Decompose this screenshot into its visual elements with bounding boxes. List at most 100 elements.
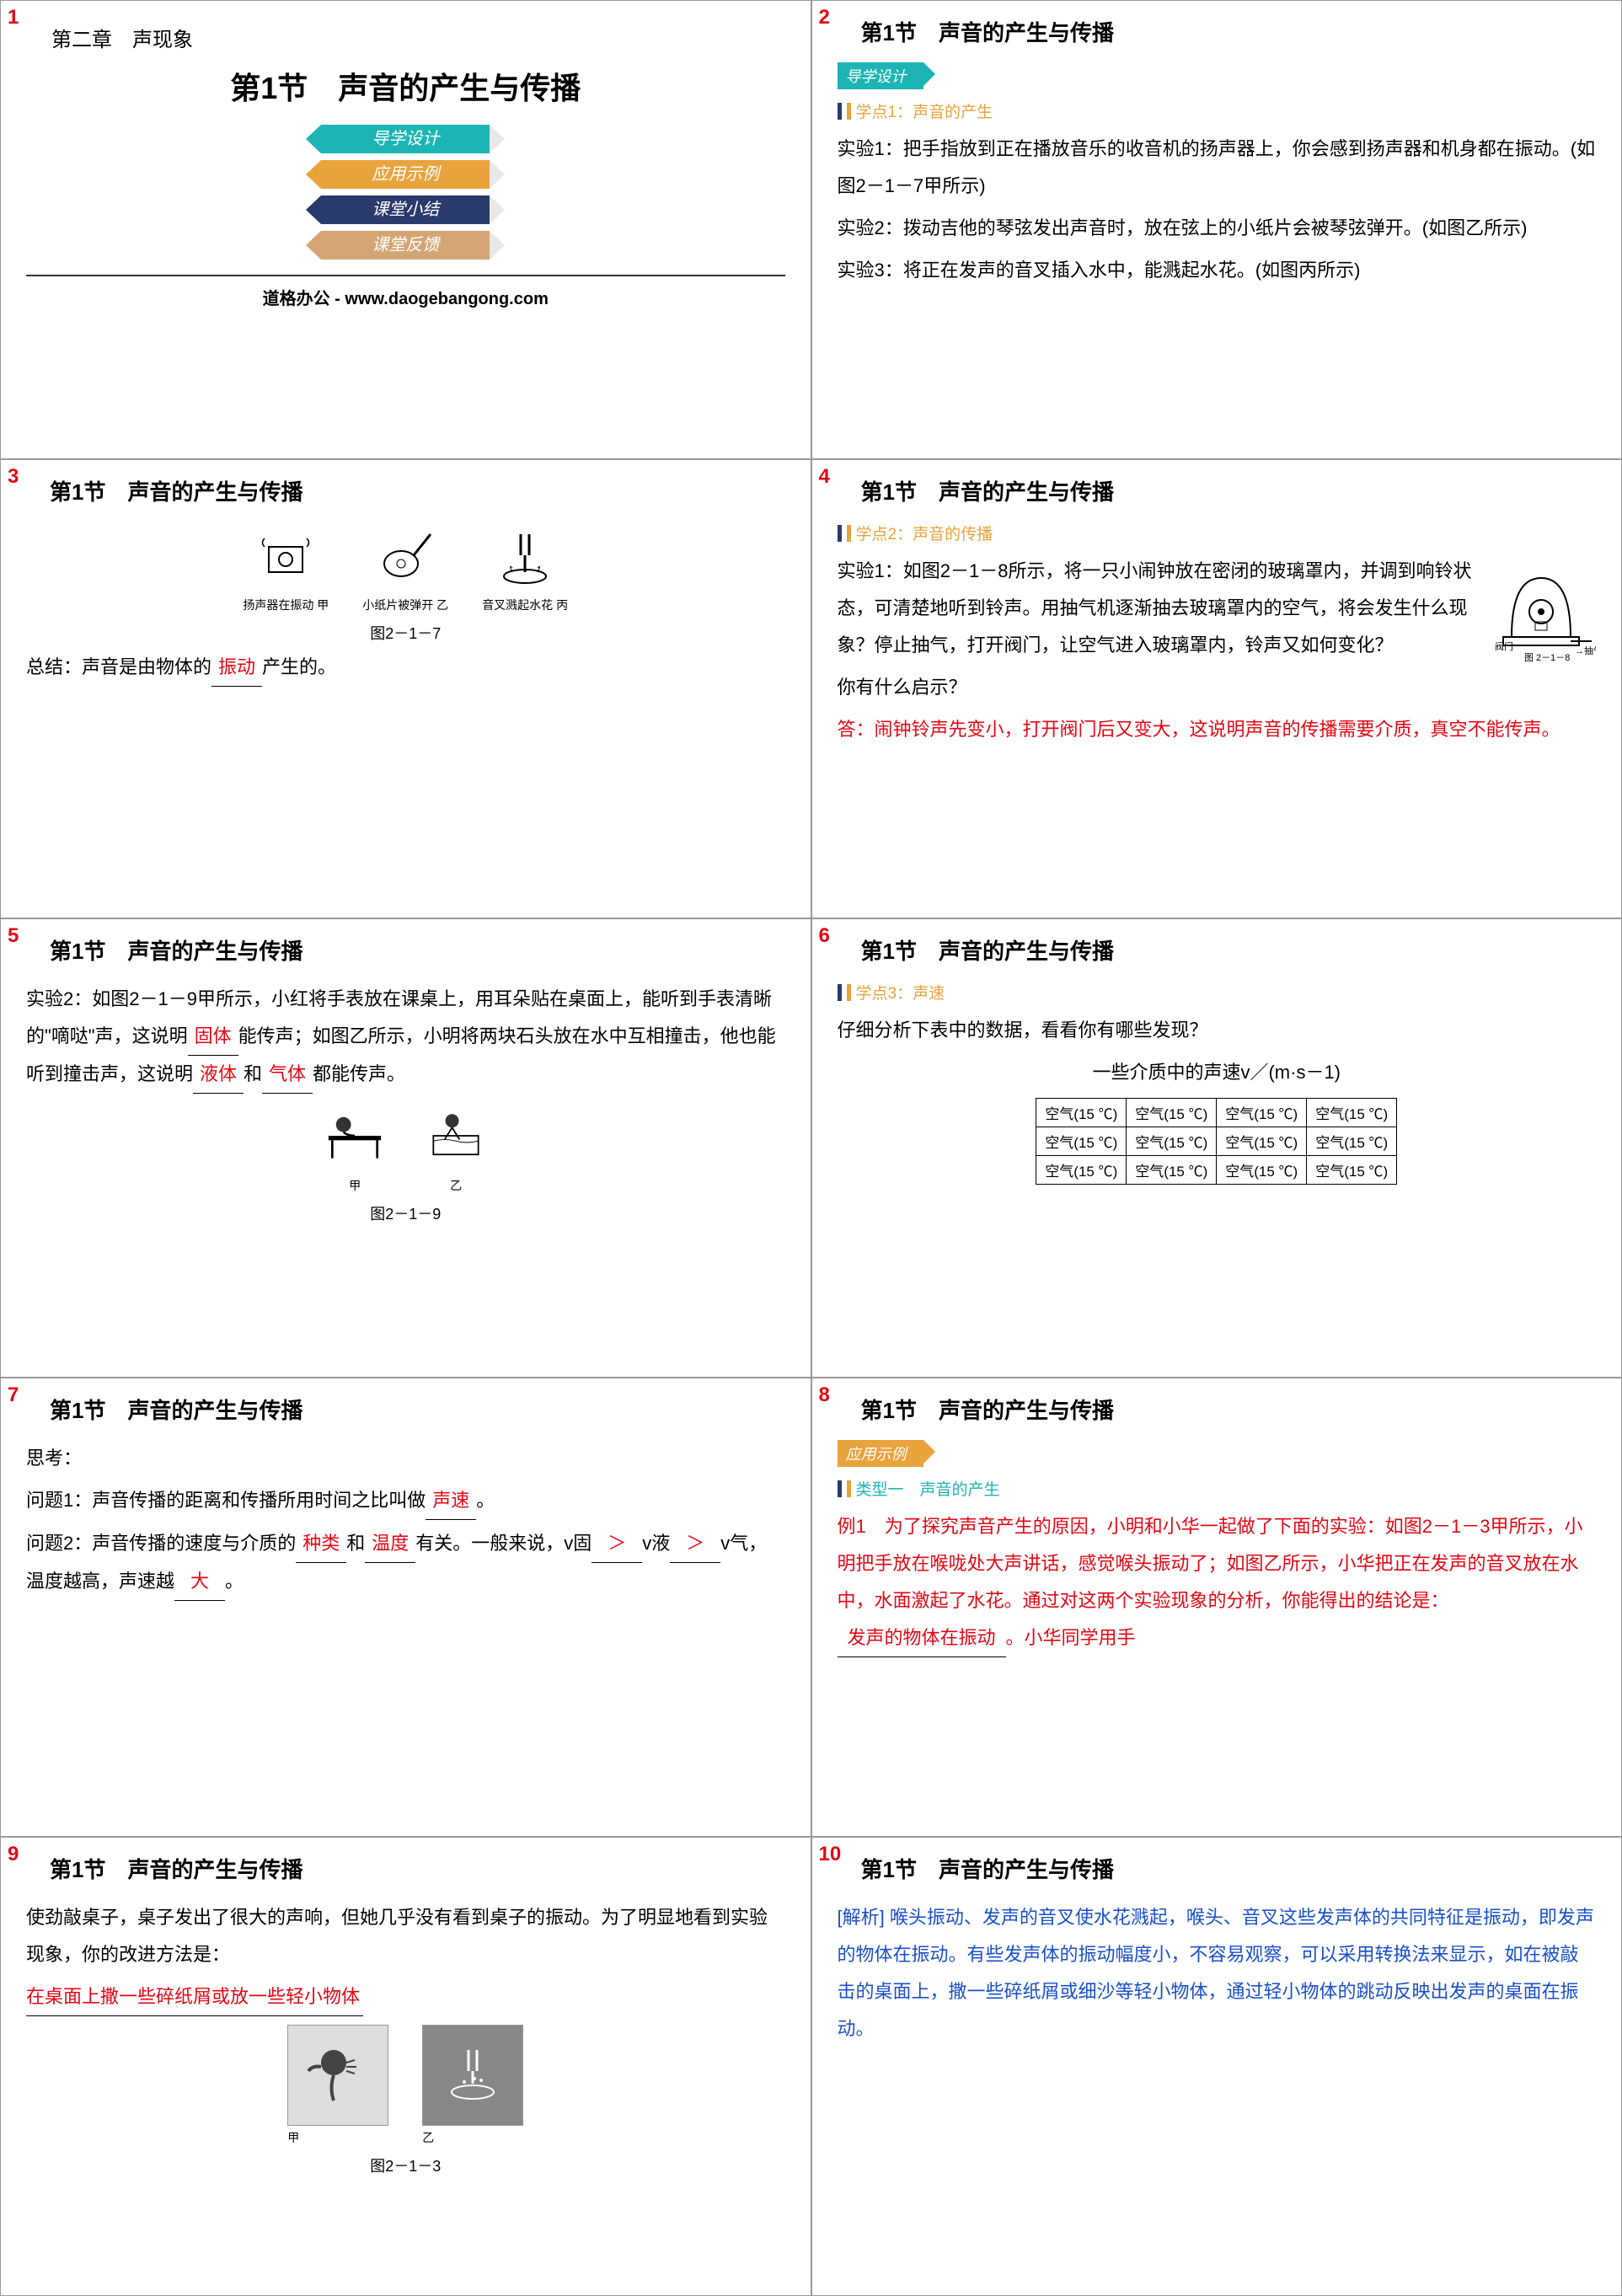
s5-cap-l: 甲 <box>321 1177 388 1194</box>
s4-answer: 答：闹钟铃声先变小，打开阀门后又变大，这说明声音的传播需要介质，真空不能传声。 <box>838 711 1597 748</box>
tag-guide: 导学设计 <box>321 125 490 153</box>
s5-a3: 气体 <box>262 1056 313 1094</box>
slide-number: 9 <box>8 1843 19 1866</box>
a4: ＞ <box>592 1525 642 1563</box>
learn-point-1: 学点1：声音的产生 <box>838 99 1597 122</box>
icon-cap-2: 小纸片被弹开 乙 <box>362 597 448 613</box>
s8-example: 例1 为了探究声音产生的原因，小明和小华一起做了下面的实验：如图2－1－3甲所示… <box>838 1508 1597 1657</box>
slide-number: 4 <box>819 465 830 489</box>
table-cell: 空气(15 ℃) <box>1307 1156 1397 1185</box>
section-title: 第1节 声音的产生与传播 <box>50 475 785 506</box>
water-rocks-icon <box>422 1102 490 1169</box>
q2c: v液 <box>642 1533 670 1554</box>
s9-p1: 使劲敲桌子，桌子发出了很大的声响，但她几乎没有看到桌子的振动。为了明显地看到实验… <box>26 1899 785 1973</box>
fork-water-image-placeholder <box>422 2025 523 2126</box>
desk-listen-icon <box>321 1102 388 1169</box>
a1: 声速 <box>426 1482 476 1520</box>
icon-speaker: 扬声器在振动 甲 <box>243 522 329 613</box>
tag-bar: 导学设计 应用示例 课堂小结 课堂反馈 <box>26 125 785 260</box>
summary-answer: 振动 <box>211 649 262 687</box>
a5: ＞ <box>670 1525 720 1563</box>
exp2-text: 实验2：拨动吉他的琴弦发出声音时，放在弦上的小纸片会被琴弦弹开。(如图乙所示) <box>838 210 1597 247</box>
s7-q1: 问题1：声音传播的距离和传播所用时间之比叫做声速。 <box>26 1482 785 1520</box>
fork-water-icon <box>439 2042 506 2109</box>
section-title: 第1节 声音的产生与传播 <box>50 934 785 966</box>
table-cell: 空气(15 ℃) <box>1127 1099 1217 1127</box>
slide-number: 8 <box>819 1383 830 1407</box>
table-cell: 空气(15 ℃) <box>1217 1127 1307 1156</box>
summary-pre: 总结：声音是由物体的 <box>26 656 211 677</box>
s8-p1: 例1 为了探究声音产生的原因，小明和小华一起做了下面的实验：如图2－1－3甲所示… <box>838 1516 1583 1611</box>
icon-fork: 音叉溅起水花 丙 <box>482 522 568 613</box>
table-row: 空气(15 ℃)空气(15 ℃)空气(15 ℃)空气(15 ℃) <box>1036 1127 1397 1156</box>
s4-p1: 实验1：如图2－1－8所示，将一只小闹钟放在密闭的玻璃罩内，并调到响铃状态，可清… <box>838 553 1597 664</box>
exp1-text: 实验1：把手指放到正在播放音乐的收音机的扬声器上，你会感到扬声器和机身都在振动。… <box>838 131 1597 205</box>
s5-text: 实验2：如图2－1－9甲所示，小红将手表放在课桌上，用耳朵贴在桌面上，能听到手表… <box>26 981 785 1094</box>
fig-2-1-7: 图2－1－7 <box>26 622 785 644</box>
section-title: 第1节 声音的产生与传播 <box>861 934 1597 966</box>
s5-a2: 液体 <box>193 1056 244 1094</box>
tag-summary: 课堂小结 <box>321 195 490 224</box>
slide-2: 2 第1节 声音的产生与传播 导学设计 学点1：声音的产生 实验1：把手指放到正… <box>811 0 1622 459</box>
slide-5: 5 第1节 声音的产生与传播 实验2：如图2－1－9甲所示，小红将手表放在课桌上… <box>0 918 811 1378</box>
table-cell: 空气(15 ℃) <box>1036 1127 1127 1156</box>
q2b: 有关。一般来说，v固 <box>415 1533 592 1554</box>
speed-table: 空气(15 ℃)空气(15 ℃)空气(15 ℃)空气(15 ℃) 空气(15 ℃… <box>1036 1098 1397 1185</box>
footer-link: 道格办公 - www.daogebangong.com <box>26 275 785 309</box>
speaker-icon <box>252 522 319 589</box>
q1b: 。 <box>476 1490 495 1511</box>
slide-number: 1 <box>8 6 19 29</box>
pump-label: →抽气 <box>1575 645 1596 656</box>
learn-point-text: 学点3：声速 <box>856 981 945 1003</box>
table-cell: 空气(15 ℃) <box>1217 1156 1307 1185</box>
s5-icons: 甲 乙 <box>26 1102 785 1194</box>
q2e: 。 <box>225 1571 244 1592</box>
slide-number: 7 <box>8 1383 19 1407</box>
q1a: 问题1：声音传播的距离和传播所用时间之比叫做 <box>26 1490 426 1511</box>
q2a: 问题2：声音传播的速度与介质的 <box>26 1533 296 1554</box>
table-row: 空气(15 ℃)空气(15 ℃)空气(15 ℃)空气(15 ℃) <box>1036 1156 1397 1185</box>
slide-number: 6 <box>819 924 830 948</box>
section-title: 第1节 声音的产生与传播 <box>861 1394 1597 1425</box>
learn-point-text: 学点2：声音的传播 <box>856 522 993 544</box>
fig-2-1-9: 图2－1－9 <box>26 1202 785 1224</box>
s4-p2: 你有什么启示？ <box>838 669 1597 706</box>
icon-guitar: 小纸片被弹开 乙 <box>362 522 448 613</box>
tag-guide-small: 导学设计 <box>838 62 923 89</box>
learn-point-text: 学点1：声音的产生 <box>856 99 993 122</box>
throat-icon <box>304 2042 372 2109</box>
learn-point-2: 学点2：声音的传播 <box>838 522 1597 544</box>
s9-cap-l: 甲 <box>287 2129 388 2146</box>
summary-post: 产生的。 <box>262 656 336 677</box>
section-title: 第1节 声音的产生与传播 <box>861 16 1597 47</box>
section-title: 第1节 声音的产生与传播 <box>861 1853 1597 1884</box>
bell-jar-icon: 阀门 →抽气 图 2－1－8 <box>1486 553 1596 662</box>
a6: 大 <box>174 1563 225 1601</box>
guitar-icon <box>372 522 439 589</box>
s9-ans: 在桌面上撒一些碎纸屑或放一些轻小物体 <box>26 1978 363 2016</box>
photo-row: 甲 乙 <box>26 2025 785 2146</box>
mid: 和 <box>346 1533 365 1554</box>
slide-8: 8 第1节 声音的产生与传播 应用示例 类型一 声音的产生 例1 为了探究声音产… <box>811 1378 1622 1837</box>
slide-7: 7 第1节 声音的产生与传播 思考： 问题1：声音传播的距离和传播所用时间之比叫… <box>0 1378 811 1837</box>
tbl-title: 一些介质中的声速v／(m·s－1) <box>838 1054 1597 1091</box>
bell-fig-cap: 图 2－1－8 <box>1524 652 1570 662</box>
throat-image-placeholder <box>287 2025 388 2126</box>
water-icon-box: 乙 <box>422 1102 490 1194</box>
learn-point-3: 学点3：声速 <box>838 981 1597 1003</box>
table-cell: 空气(15 ℃) <box>1127 1127 1217 1156</box>
table-cell: 空气(15 ℃) <box>1307 1099 1397 1127</box>
icon-row: 扬声器在振动 甲 小纸片被弹开 乙 音叉溅起水花 丙 <box>26 522 785 613</box>
slide-number: 10 <box>819 1843 842 1866</box>
analysis-text: [解析] 喉头振动、发声的音叉使水花溅起，喉头、音叉这些发声体的共同特征是振动，… <box>838 1899 1597 2047</box>
icon-cap-3: 音叉溅起水花 丙 <box>482 597 568 613</box>
s9-cap-r: 乙 <box>422 2129 523 2146</box>
section-title: 第1节 声音的产生与传播 <box>50 1853 785 1884</box>
type-label: 类型一 声音的产生 <box>838 1477 1597 1500</box>
main-title: 第1节 声音的产生与传播 <box>26 64 785 108</box>
s5-cap-r: 乙 <box>422 1177 490 1194</box>
table-cell: 空气(15 ℃) <box>1217 1099 1307 1127</box>
slide-4: 4 第1节 声音的产生与传播 学点2：声音的传播 阀门 →抽气 图 2－1－8 … <box>811 459 1622 918</box>
slide-6: 6 第1节 声音的产生与传播 学点3：声速 仔细分析下表中的数据，看看你有哪些发… <box>811 918 1622 1378</box>
chapter-label: 第二章 声现象 <box>51 23 785 52</box>
